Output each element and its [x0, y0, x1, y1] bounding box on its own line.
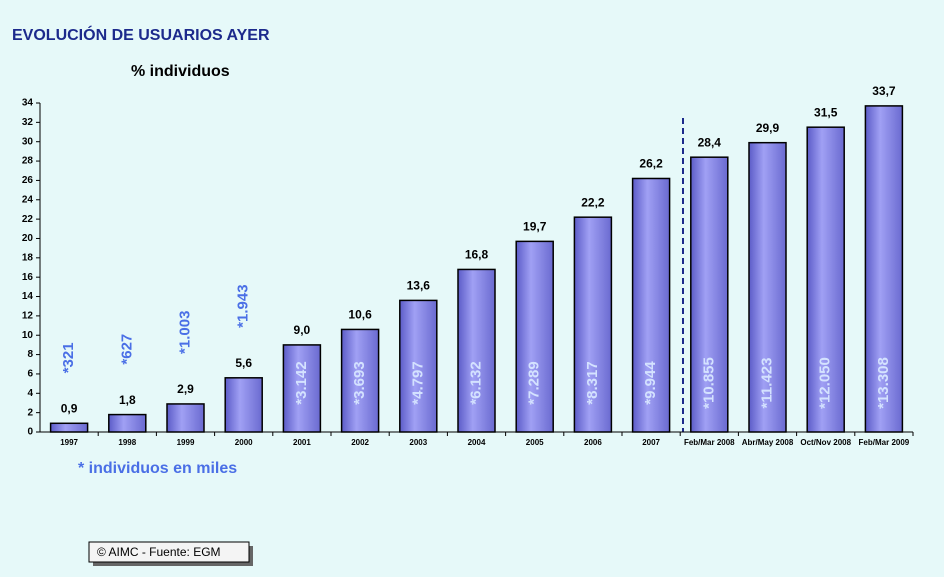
y-tick-label: 24 — [22, 194, 34, 205]
y-tick-label: 26 — [22, 175, 34, 186]
x-tick-label: 2007 — [642, 438, 660, 447]
x-tick-label: 2006 — [584, 438, 602, 447]
y-tick-label: 22 — [22, 214, 34, 225]
value-label: 9,0 — [294, 323, 311, 337]
y-tick-label: 18 — [22, 252, 34, 263]
x-tick-label: Oct/Nov 2008 — [800, 438, 851, 447]
bar — [340, 328, 380, 433]
bar — [399, 299, 438, 433]
bar — [806, 126, 845, 433]
user-label: *10.855 — [700, 357, 717, 409]
x-tick-label: Abr/May 2008 — [742, 438, 794, 447]
value-label: 29,9 — [756, 121, 780, 135]
bar — [108, 413, 147, 433]
chart-title: EVOLUCIÓN DE USUARIOS AYER — [12, 25, 270, 44]
value-label: 26,2 — [639, 157, 663, 171]
bar — [864, 105, 904, 433]
bar — [573, 216, 613, 433]
y-tick-label: 16 — [22, 272, 34, 283]
value-label: 5,6 — [235, 356, 252, 370]
y-tick-label: 12 — [22, 311, 34, 322]
x-tick-label: 2003 — [409, 438, 427, 447]
y-tick-label: 4 — [27, 388, 33, 399]
value-label: 13,6 — [407, 279, 431, 293]
value-label: 2,9 — [177, 382, 194, 396]
value-label: 10,6 — [348, 308, 372, 322]
x-tick-label: 2001 — [293, 438, 311, 447]
value-label: 33,7 — [872, 84, 896, 98]
user-label: *11.423 — [758, 358, 775, 409]
user-label: *1.943 — [235, 284, 252, 327]
bar — [224, 377, 263, 433]
bar — [748, 141, 787, 433]
y-tick-label: 34 — [22, 98, 34, 109]
bar — [282, 344, 322, 433]
user-label: *7.289 — [526, 361, 543, 404]
user-label: *321 — [60, 342, 77, 373]
user-label: *6.132 — [467, 361, 484, 404]
user-label: *1.003 — [176, 311, 193, 354]
user-label: *627 — [118, 334, 135, 365]
y-tick-label: 6 — [27, 369, 33, 380]
bar — [49, 422, 89, 433]
y-tick-label: 10 — [22, 330, 34, 341]
y-tick-label: 0 — [27, 427, 33, 438]
value-label: 22,2 — [581, 195, 605, 209]
value-label: 19,7 — [523, 220, 547, 234]
user-label: *8.317 — [584, 361, 601, 404]
y-tick-label: 30 — [22, 136, 34, 147]
y-tick-label: 32 — [22, 117, 34, 128]
user-label: *13.308 — [875, 357, 892, 409]
value-label: 31,5 — [814, 105, 838, 119]
bar — [457, 268, 496, 433]
note: * individuos en miles — [78, 460, 237, 477]
user-label: *4.797 — [409, 361, 426, 404]
y-tick-label: 14 — [22, 291, 34, 302]
value-label: 16,8 — [465, 248, 489, 262]
x-tick-label: 2002 — [351, 438, 369, 447]
user-label: *12.050 — [817, 357, 834, 409]
y-tick-label: 20 — [22, 233, 34, 244]
user-label: *9.944 — [642, 361, 659, 405]
value-label: 0,9 — [61, 401, 78, 415]
bar — [515, 240, 554, 433]
y-tick-label: 28 — [22, 156, 34, 167]
y-tick-label: 8 — [27, 349, 33, 360]
bar — [166, 403, 205, 433]
user-label: *3.693 — [351, 361, 368, 404]
source-box — [88, 541, 250, 563]
value-label: 28,4 — [698, 135, 722, 149]
x-tick-label: 1999 — [177, 438, 195, 447]
y-tick-label: 2 — [27, 407, 33, 418]
chart-subtitle: % individuos — [131, 63, 230, 80]
x-tick-label: 2000 — [235, 438, 253, 447]
bar — [631, 177, 671, 433]
x-tick-label: 2005 — [526, 438, 544, 447]
x-tick-label: 2004 — [468, 438, 486, 447]
value-label: 1,8 — [119, 393, 136, 407]
x-tick-label: Feb/Mar 2009 — [859, 438, 910, 447]
x-tick-label: 1997 — [60, 438, 78, 447]
x-tick-label: Feb/Mar 2008 — [684, 438, 735, 447]
source: © AIMC - Fuente: EGM — [97, 545, 221, 559]
x-tick-label: 1998 — [118, 438, 136, 447]
bar — [690, 156, 729, 433]
user-label: *3.142 — [293, 361, 310, 404]
